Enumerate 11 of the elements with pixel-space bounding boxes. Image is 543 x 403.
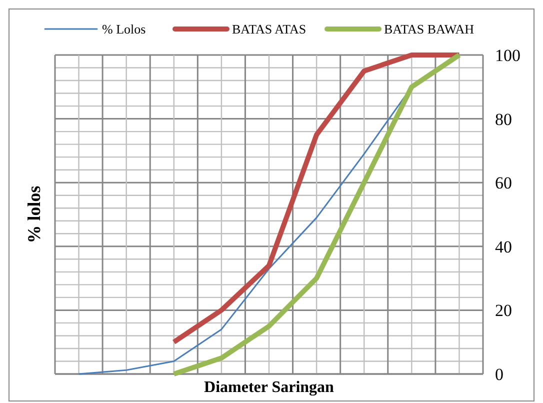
y-tick-label: 40 (495, 237, 512, 256)
x-axis-title: Diameter Saringan (204, 379, 334, 396)
y-axis-title: % lolos (24, 186, 44, 244)
y-tick-label: 20 (495, 301, 512, 320)
y-tick-label: 0 (495, 364, 504, 384)
y-tick-label: 80 (495, 110, 512, 129)
y-tick-label: 100 (495, 46, 520, 65)
legend-label: BATAS ATAS (232, 22, 306, 37)
y-tick-label: 60 (495, 174, 512, 193)
legend-label: % Lolos (102, 22, 146, 37)
legend-label: BATAS BAWAH (384, 22, 474, 37)
